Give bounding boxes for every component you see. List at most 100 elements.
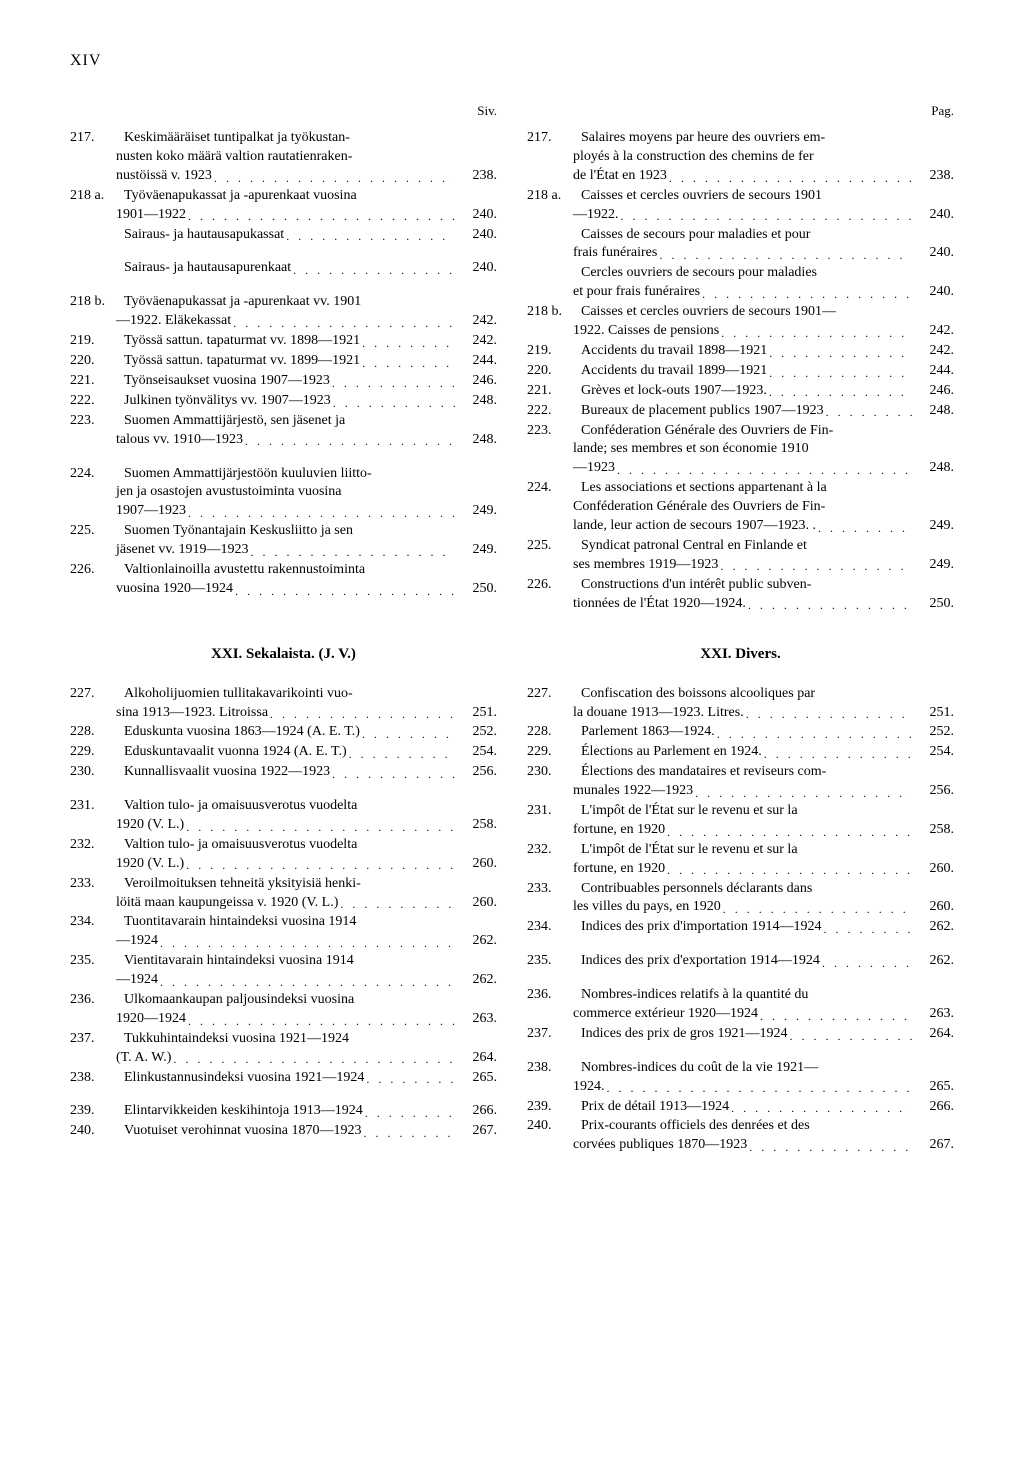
right-column: Pag. 217.Salaires moyens par heure des o…: [527, 102, 954, 615]
entry-text-line: Suomen Ammattijärjestöön kuuluvien liitt…: [124, 465, 372, 484]
entry-number: 227.: [527, 685, 573, 704]
entry-last-text: la douane 1913—1923. Litres.: [573, 704, 744, 723]
entry-page: 260.: [922, 860, 954, 879]
entry-number: 217.: [70, 129, 116, 148]
entry-text-line: L'impôt de l'État sur le revenu et sur l…: [581, 841, 798, 860]
entry-number: 225.: [527, 537, 573, 556]
entry-text-line: nusten koko määrä valtion rautatienraken…: [116, 148, 352, 167]
entry-number: 237.: [70, 1030, 116, 1049]
toc-entry: 222.Julkinen työnvälitys vv. 1907—192324…: [70, 392, 497, 411]
entry-text-line: Conféderation Générale des Ouvriers de F…: [581, 422, 833, 441]
toc-entry: 220.Accidents du travail 1899—1921244.: [527, 362, 954, 381]
dot-leader: [731, 1100, 912, 1116]
entry-page: 262.: [922, 918, 954, 937]
entry-text-line: Constructions d'un intérêt public subven…: [581, 576, 811, 595]
entry-page: 260.: [465, 855, 497, 874]
dot-leader: [245, 433, 455, 449]
dot-leader: [160, 935, 455, 951]
toc-entry: 229.Élections au Parlement en 1924.254.: [527, 743, 954, 762]
dot-leader: [293, 262, 455, 278]
entry-last-text: Työssä sattun. tapaturmat vv. 1899—1921: [124, 352, 360, 371]
toc-entry: 224.Les associations et sections apparte…: [527, 479, 954, 536]
entry-last-text: Sairaus- ja hautausapukassat: [124, 226, 284, 245]
entry-last-text: munales 1922—1923: [573, 782, 693, 801]
toc-entry: 234.Tuontitavarain hintaindeksi vuosina …: [70, 913, 497, 951]
dot-leader: [720, 558, 912, 574]
col-header-right: Pag.: [527, 102, 954, 120]
entry-last-text: Grèves et lock-outs 1907—1923.: [581, 382, 767, 401]
toc-entry: 225.Suomen Työnantajain Keskusliitto ja …: [70, 522, 497, 560]
entry-number: 222.: [527, 402, 573, 421]
entry-page: 263.: [922, 1005, 954, 1024]
entry-text-line: Caisses de secours pour maladies et pour: [581, 226, 810, 245]
entry-number: 229.: [527, 743, 573, 762]
dot-leader: [349, 746, 455, 762]
entry-text-line: Veroilmoituksen tehneitä yksityisiä henk…: [124, 875, 361, 894]
entry-last-text: Julkinen työnvälitys vv. 1907—1923: [124, 392, 331, 411]
entry-page: 249.: [922, 556, 954, 575]
entry-text-line: Valtion tulo- ja omaisuusverotus vuodelt…: [124, 836, 357, 855]
entry-number: [527, 226, 573, 245]
toc-entry: 226.Valtionlainoilla avustettu rakennust…: [70, 561, 497, 599]
entry-last-text: les villes du pays, en 1920: [573, 898, 721, 917]
entry-number: 239.: [70, 1102, 116, 1121]
toc-entry: 222.Bureaux de placement publics 1907—19…: [527, 402, 954, 421]
dot-leader: [826, 404, 912, 420]
dot-leader: [717, 726, 912, 742]
entry-last-text: 1920 (V. L.): [116, 855, 184, 874]
entry-number: 226.: [70, 561, 116, 580]
entry-text-line: ployés à la construction des chemins de …: [573, 148, 814, 167]
toc-entry: 219.Accidents du travail 1898—1921242.: [527, 342, 954, 361]
dot-leader: [760, 1008, 912, 1024]
entry-last-text: Élections au Parlement en 1924.: [581, 743, 762, 762]
entry-page: 246.: [465, 372, 497, 391]
entry-page: 260.: [922, 898, 954, 917]
entry-page: 238.: [922, 167, 954, 186]
entry-last-text: —1922.: [573, 206, 619, 225]
entry-page: 267.: [465, 1122, 497, 1141]
entry-page: 252.: [922, 723, 954, 742]
entry-page: 262.: [465, 971, 497, 990]
right-entries: 217.Salaires moyens par heure des ouvrie…: [527, 129, 954, 613]
entry-text-line: Työväenapukassat ja -apurenkaat vuosina: [124, 187, 357, 206]
entry-last-text: Kunnallisvaalit vuosina 1922—1923: [124, 763, 330, 782]
entry-last-text: tionnées de l'État 1920—1924.: [573, 595, 746, 614]
toc-entry: 223.Conféderation Générale des Ouvriers …: [527, 422, 954, 479]
toc-entry: 229.Eduskuntavaalit vuonna 1924 (A. E. T…: [70, 743, 497, 762]
toc-entry: 217.Keskimääräiset tuntipalkat ja työkus…: [70, 129, 497, 186]
toc-entry: 231.L'impôt de l'État sur le revenu et s…: [527, 802, 954, 840]
dot-leader: [667, 824, 912, 840]
entry-last-text: corvées publiques 1870—1923: [573, 1136, 747, 1155]
entry-last-text: vuosina 1920—1924: [116, 580, 233, 599]
toc-entry: 220.Työssä sattun. tapaturmat vv. 1899—1…: [70, 352, 497, 371]
dot-leader: [749, 1139, 912, 1155]
entry-number: 238.: [527, 1059, 573, 1078]
entry-page: 240.: [922, 206, 954, 225]
entry-text-line: Nombres-indices relatifs à la quantité d…: [581, 986, 808, 1005]
entry-last-text: Parlement 1863—1924.: [581, 723, 715, 742]
toc-entry: 237.Indices des prix de gros 1921—192426…: [527, 1025, 954, 1044]
toc-entry: 226.Constructions d'un intérêt public su…: [527, 576, 954, 614]
dot-leader: [695, 785, 912, 801]
entry-text-line: Alkoholijuomien tullitakavarikointi vuo-: [124, 685, 353, 704]
entry-page: 258.: [922, 821, 954, 840]
entry-text-line: Suomen Ammattijärjestö, sen jäsenet ja: [124, 412, 345, 431]
entry-number: 228.: [70, 723, 116, 742]
toc-entry: 235.Vientitavarain hintaindeksi vuosina …: [70, 952, 497, 990]
entry-number: 232.: [527, 841, 573, 860]
entry-text-line: Tuontitavarain hintaindeksi vuosina 1914: [124, 913, 356, 932]
toc-entry: 218 a.Caisses et cercles ouvriers de sec…: [527, 187, 954, 225]
entry-page: 246.: [922, 382, 954, 401]
entry-text-line: Élections des mandataires et reviseurs c…: [581, 763, 826, 782]
entry-number: 239.: [527, 1098, 573, 1117]
toc-entry: 240.Vuotuiset verohinnat vuosina 1870—19…: [70, 1122, 497, 1141]
entry-number: 221.: [70, 372, 116, 391]
entry-number: 221.: [527, 382, 573, 401]
toc-entry: 227.Alkoholijuomien tullitakavarikointi …: [70, 685, 497, 723]
entry-page: 265.: [465, 1069, 497, 1088]
col-header-left: Siv.: [70, 102, 497, 120]
dot-leader: [746, 706, 912, 722]
entry-page: 263.: [465, 1010, 497, 1029]
entry-number: 224.: [70, 465, 116, 484]
dot-leader: [332, 375, 455, 391]
